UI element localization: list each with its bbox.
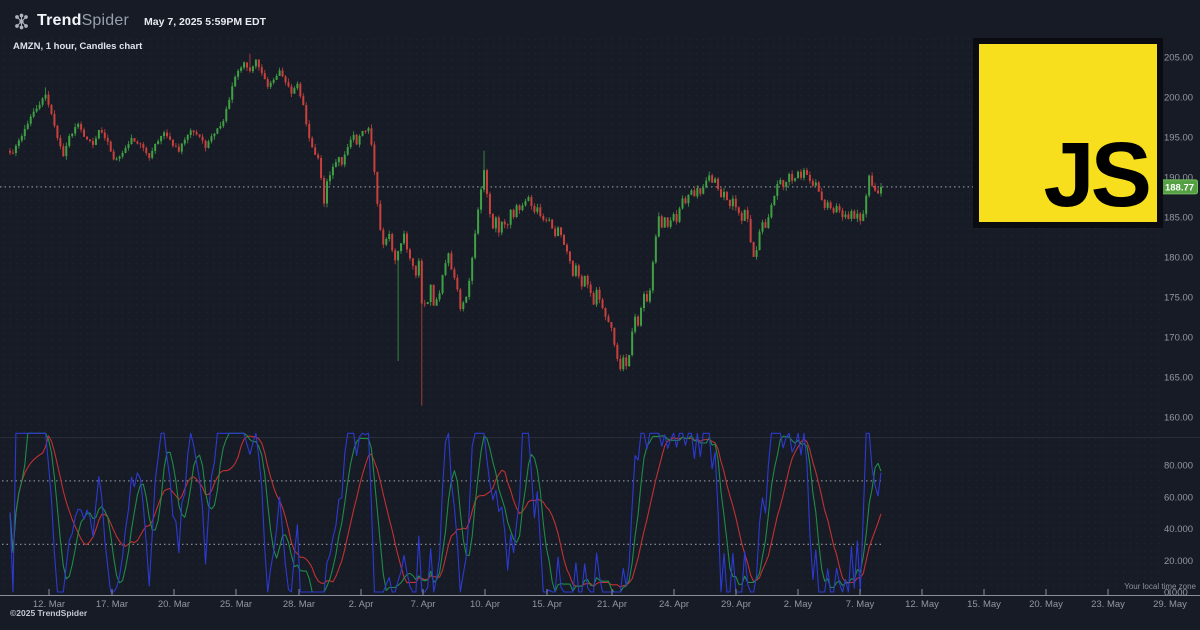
date-label: 24. Apr [659,599,689,610]
brand-trend: Trend [37,12,82,29]
date-label: 12. Mar [33,599,65,610]
date-label: 23. May [1091,599,1125,610]
price-axis-label: 160.00 [1164,413,1193,424]
trendspider-logo-icon [15,13,28,29]
date-label: 17. Mar [96,599,128,610]
brand-spider: Spider [81,12,130,29]
oscillator-axis-label: 40.000 [1164,524,1193,535]
chart-label: AMZN, 1 hour, Candles chart [13,41,143,52]
price-axis-label: 165.00 [1164,373,1193,384]
date-label: 7. May [846,599,875,610]
candle-wicks-up [15,59,882,372]
price-axis-label: 200.00 [1164,93,1193,104]
price-axis-label: 195.00 [1164,133,1193,144]
oscillator-line-mid [9,432,882,593]
date-label: 15. May [967,599,1001,610]
oscillator-axis-label: 60.000 [1164,492,1193,503]
date-label: 12. May [905,599,939,610]
price-axis-label: 185.00 [1164,213,1193,224]
trendspider-header: TrendSpider May 7, 2025 5:59PM EDT [13,12,266,30]
brand-name: TrendSpider [37,12,129,30]
oscillator-line-slow [9,435,882,588]
price-axis-label: 190.00 [1164,173,1193,184]
date-label: 2. May [784,599,813,610]
date-label: 29. Apr [721,599,751,610]
date-label: 29. May [1153,599,1187,610]
oscillator-axis-label: 0.000 [1164,588,1188,599]
oscillator-axis-label: 20.000 [1164,556,1193,567]
date-label: 15. Apr [532,599,562,610]
date-label: 21. Apr [597,599,627,610]
price-axis-label: 180.00 [1164,253,1193,264]
date-label: 20. May [1029,599,1063,610]
price-axis-label: 205.00 [1164,53,1193,64]
candle-bodies-up [14,59,883,370]
oscillator-axis-label: 80.000 [1164,461,1193,472]
date-label: 25. Mar [220,599,252,610]
last-price-label: 188.77 [1165,182,1194,193]
js-logo-badge: JS [973,38,1163,228]
chart-timestamp: May 7, 2025 5:59PM EDT [144,16,266,28]
candle-bodies-down [9,59,880,370]
candle-wicks-down [9,53,879,406]
date-label: 10. Apr [470,599,500,610]
oscillator-line-fast [9,432,882,593]
date-label: 28. Mar [283,599,315,610]
price-axis-label: 175.00 [1164,293,1193,304]
date-label: 7. Apr [411,599,436,610]
copyright-note: ©2025 TrendSpider [10,608,88,618]
js-logo-text: JS [1043,124,1152,226]
price-axis-label: 170.00 [1164,333,1193,344]
date-label: 2. Apr [349,599,374,610]
timezone-note: Your local time zone [1124,582,1196,591]
date-label: 20. Mar [158,599,190,610]
